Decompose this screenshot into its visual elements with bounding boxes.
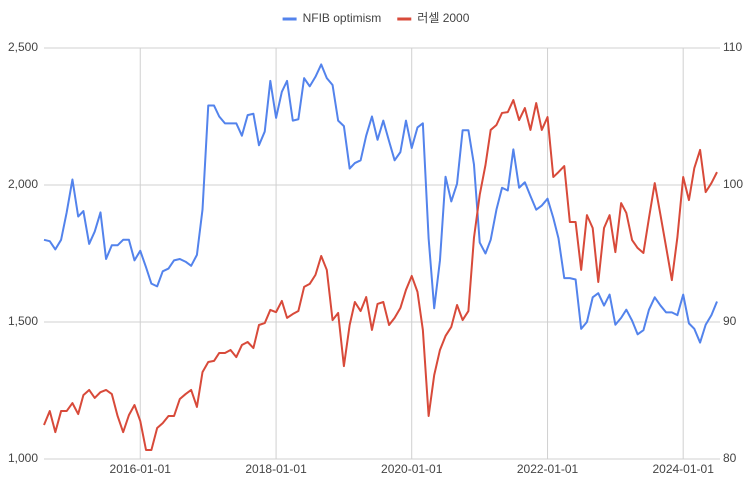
y2-tick-label: 110 — [723, 40, 742, 54]
series-line — [43, 63, 718, 344]
x-tick-label: 2024-01-01 — [652, 462, 714, 476]
series-line — [43, 99, 718, 451]
y-tick-label: 1,500 — [8, 314, 38, 328]
y2-tick-label: 90 — [723, 314, 737, 328]
y2-tick-label: 100 — [723, 177, 743, 191]
x-tick-label: 2022-01-01 — [517, 462, 579, 476]
legend-label: NFIB optimism — [303, 11, 382, 25]
x-tick-label: 2016-01-01 — [110, 462, 172, 476]
x-tick-label: 2020-01-01 — [381, 462, 443, 476]
y2-tick-label: 80 — [723, 451, 737, 465]
x-tick-label: 2018-01-01 — [245, 462, 307, 476]
y-tick-label: 1,000 — [8, 451, 38, 465]
y-tick-label: 2,500 — [8, 40, 38, 54]
legend-label: 러셀 2000 — [417, 11, 469, 25]
y-tick-label: 2,000 — [8, 177, 38, 191]
